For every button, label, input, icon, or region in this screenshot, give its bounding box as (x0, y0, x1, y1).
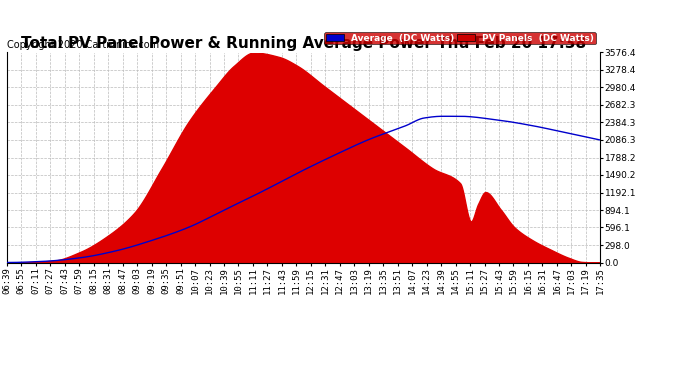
Text: Copyright 2020 Cartronics.com: Copyright 2020 Cartronics.com (7, 40, 159, 50)
Legend: Average  (DC Watts), PV Panels  (DC Watts): Average (DC Watts), PV Panels (DC Watts) (324, 32, 595, 44)
Title: Total PV Panel Power & Running Average Power Thu Feb 20 17:38: Total PV Panel Power & Running Average P… (21, 36, 586, 51)
